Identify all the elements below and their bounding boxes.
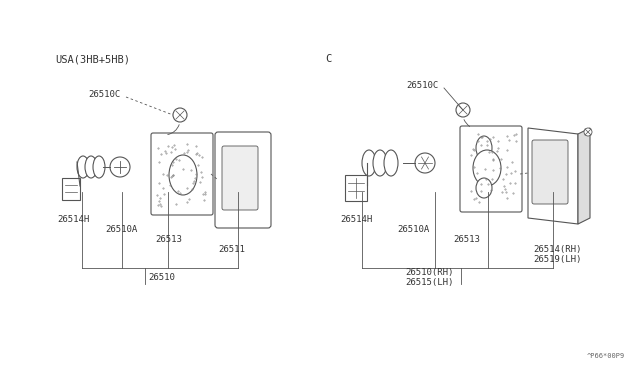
Text: 26515(LH): 26515(LH) bbox=[405, 278, 453, 287]
Text: 26514H: 26514H bbox=[340, 215, 372, 224]
Ellipse shape bbox=[169, 155, 197, 195]
Ellipse shape bbox=[384, 150, 398, 176]
Text: 26514H: 26514H bbox=[57, 215, 89, 224]
Text: 26511: 26511 bbox=[218, 245, 245, 254]
Text: 26519(LH): 26519(LH) bbox=[533, 255, 581, 264]
FancyBboxPatch shape bbox=[62, 178, 80, 200]
Text: 26513: 26513 bbox=[155, 235, 182, 244]
Ellipse shape bbox=[93, 156, 105, 178]
Ellipse shape bbox=[476, 178, 492, 198]
Circle shape bbox=[110, 157, 130, 177]
Circle shape bbox=[173, 108, 187, 122]
Text: 26514(RH): 26514(RH) bbox=[533, 245, 581, 254]
Ellipse shape bbox=[77, 156, 89, 178]
Text: 26510C: 26510C bbox=[406, 81, 438, 90]
Ellipse shape bbox=[373, 150, 387, 176]
FancyBboxPatch shape bbox=[151, 133, 213, 215]
Text: 26510A: 26510A bbox=[105, 225, 137, 234]
Text: 26510: 26510 bbox=[148, 273, 175, 282]
Ellipse shape bbox=[476, 136, 492, 160]
Text: 26510A: 26510A bbox=[397, 225, 429, 234]
FancyBboxPatch shape bbox=[215, 132, 271, 228]
Polygon shape bbox=[528, 128, 578, 224]
Text: 26513: 26513 bbox=[453, 235, 480, 244]
Circle shape bbox=[584, 128, 592, 136]
Text: C: C bbox=[325, 54, 332, 64]
FancyBboxPatch shape bbox=[345, 175, 367, 201]
FancyBboxPatch shape bbox=[532, 140, 568, 204]
Circle shape bbox=[415, 153, 435, 173]
Polygon shape bbox=[578, 128, 590, 224]
Text: 26510(RH): 26510(RH) bbox=[405, 268, 453, 277]
Ellipse shape bbox=[362, 150, 376, 176]
Text: USA(3HB+5HB): USA(3HB+5HB) bbox=[55, 54, 130, 64]
FancyBboxPatch shape bbox=[460, 126, 522, 212]
Circle shape bbox=[456, 103, 470, 117]
Text: 26510C: 26510C bbox=[88, 90, 120, 99]
Text: ^P66*00P9: ^P66*00P9 bbox=[587, 353, 625, 359]
Ellipse shape bbox=[473, 150, 501, 186]
FancyBboxPatch shape bbox=[222, 146, 258, 210]
Ellipse shape bbox=[85, 156, 97, 178]
